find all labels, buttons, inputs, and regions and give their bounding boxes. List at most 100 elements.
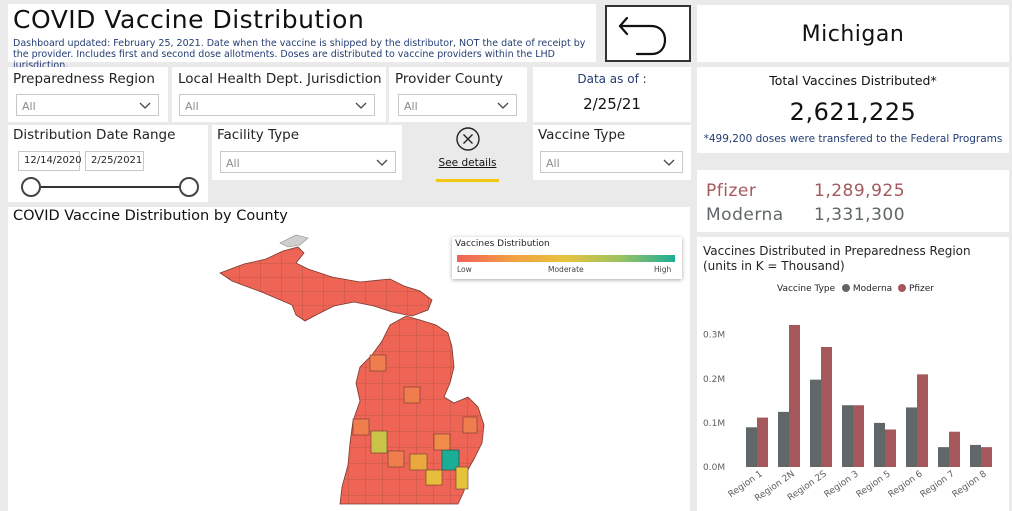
data-as-of-card: Data as of : 2/25/21	[533, 67, 691, 122]
date-range-label: Distribution Date Range	[13, 127, 176, 143]
legend-low: Low	[457, 265, 472, 274]
county-tile	[433, 433, 451, 451]
see-details-button[interactable]: See details	[409, 125, 526, 183]
bar-moderna-region-2s[interactable]	[810, 379, 821, 467]
bar-moderna-region-1[interactable]	[746, 427, 757, 467]
total-label: Total Vaccines Distributed*	[769, 73, 937, 88]
preparedness-region-dropdown[interactable]: All	[16, 94, 159, 116]
facility-type-dropdown[interactable]: All	[220, 151, 396, 173]
y-tick-label: 0.3M	[703, 331, 725, 341]
date-slider-end-handle[interactable]	[179, 177, 199, 197]
chart-legend: Vaccine Type Moderna Pfizer	[777, 284, 934, 294]
bar-moderna-region-8[interactable]	[970, 444, 981, 467]
see-details-underline	[436, 179, 499, 182]
vaccine-type-slicer: Vaccine Type All	[533, 125, 691, 180]
bar-moderna-region-5[interactable]	[874, 422, 885, 467]
total-value: 2,621,225	[789, 98, 917, 126]
facility-type-value: All	[226, 157, 240, 170]
data-as-of-label: Data as of :	[577, 72, 647, 86]
bar-pfizer-region-7[interactable]	[949, 431, 960, 467]
preparedness-region-label: Preparedness Region	[13, 71, 155, 87]
michigan-county-map[interactable]	[8, 207, 690, 511]
bar-pfizer-region-8[interactable]	[981, 447, 992, 467]
lhd-jurisdiction-dropdown[interactable]: All	[179, 94, 375, 116]
state-name: Michigan	[801, 22, 905, 47]
bar-pfizer-region-2n[interactable]	[789, 324, 800, 467]
date-slider-start-handle[interactable]	[21, 177, 41, 197]
pfizer-label: Pfizer	[706, 181, 757, 201]
map-title: COVID Vaccine Distribution by County	[13, 208, 288, 224]
x-tick-label: Region 5	[855, 469, 893, 500]
state-card: Michigan	[697, 5, 1009, 62]
bar-pfizer-region-2s[interactable]	[821, 347, 832, 467]
x-tick-label: Region 3	[823, 469, 861, 500]
keweenaw-tip	[279, 234, 309, 248]
legend-gradient	[457, 255, 675, 262]
back-arrow-icon	[618, 16, 667, 56]
title-card: COVID Vaccine Distribution Dashboard upd…	[8, 4, 596, 71]
facility-type-label: Facility Type	[217, 127, 300, 143]
vaccine-breakdown-card: Pfizer 1,289,925 Moderna 1,331,300	[697, 170, 1009, 232]
legend-moderate: Moderate	[548, 265, 584, 274]
map-legend: Vaccines Distribution Low Moderate High	[452, 237, 682, 279]
provider-county-value: All	[404, 100, 418, 113]
y-tick-label: 0.1M	[703, 419, 725, 429]
lhd-jurisdiction-slicer: Local Health Dept. Jurisdiction All	[172, 67, 386, 122]
bar-moderna-region-3[interactable]	[842, 405, 853, 467]
close-circle-icon	[456, 127, 480, 151]
chevron-down-icon	[139, 102, 151, 109]
bar-moderna-region-2n[interactable]	[778, 411, 789, 467]
county-tile	[403, 386, 421, 404]
bar-pfizer-region-3[interactable]	[853, 405, 864, 467]
region-chart-card: Vaccines Distributed in Preparedness Reg…	[697, 237, 1009, 511]
back-button[interactable]	[605, 5, 691, 62]
y-tick-label: 0.0M	[703, 463, 725, 473]
legend-title: Vaccines Distribution	[455, 239, 550, 249]
moderna-label: Moderna	[706, 205, 784, 225]
page-subtitle: Dashboard updated: February 25, 2021. Da…	[13, 38, 586, 71]
legend-moderna-label: Moderna	[852, 284, 893, 294]
vaccine-type-dropdown[interactable]: All	[540, 151, 683, 173]
x-tick-label: Region 6	[887, 469, 925, 500]
county-tile	[455, 466, 469, 490]
legend-pfizer-label: Pfizer	[908, 284, 935, 294]
pfizer-value: 1,289,925	[814, 181, 906, 201]
preparedness-region-slicer: Preparedness Region All	[8, 67, 168, 122]
chevron-down-icon	[376, 159, 388, 166]
provider-county-slicer: Provider County All	[389, 67, 527, 122]
page-title: COVID Vaccine Distribution	[13, 5, 365, 34]
total-note: *499,200 doses were transfered to the Fe…	[703, 133, 1003, 145]
bar-moderna-region-7[interactable]	[938, 447, 949, 467]
county-tile	[409, 453, 428, 471]
preparedness-region-value: All	[22, 100, 36, 113]
legend-moderna-swatch	[842, 284, 851, 292]
date-range-slicer: Distribution Date Range 12/14/2020 2/25/…	[8, 125, 208, 202]
bar-pfizer-region-1[interactable]	[757, 417, 768, 467]
moderna-value: 1,331,300	[814, 205, 906, 225]
x-tick-label: Region 8	[951, 469, 989, 500]
start-date-input[interactable]: 12/14/2020	[18, 151, 82, 171]
end-date-input[interactable]: 2/25/2021	[85, 151, 144, 171]
chart-legend-title: Vaccine Type	[777, 284, 836, 294]
chevron-down-icon	[663, 159, 675, 166]
legend-pfizer-swatch	[898, 284, 907, 292]
chevron-down-icon	[355, 102, 367, 109]
date-slider-track[interactable]	[30, 186, 190, 188]
county-tile	[370, 430, 388, 454]
provider-county-label: Provider County	[395, 71, 503, 87]
lhd-jurisdiction-label: Local Health Dept. Jurisdiction	[178, 71, 382, 87]
see-details-label: See details	[438, 157, 497, 169]
y-tick-label: 0.2M	[703, 375, 725, 385]
bar-moderna-region-6[interactable]	[906, 407, 917, 467]
x-tick-label: Region 7	[919, 469, 957, 500]
totals-card: Total Vaccines Distributed* 2,621,225 *4…	[697, 67, 1009, 153]
provider-county-dropdown[interactable]: All	[398, 94, 517, 116]
data-as-of-date: 2/25/21	[583, 95, 641, 113]
vaccine-type-value: All	[546, 157, 560, 170]
bar-pfizer-region-5[interactable]	[885, 429, 896, 468]
chart-title: Vaccines Distributed in Preparedness Reg…	[703, 244, 971, 273]
county-tile	[387, 450, 405, 468]
lhd-jurisdiction-value: All	[185, 100, 199, 113]
bar-pfizer-region-6[interactable]	[917, 374, 928, 467]
